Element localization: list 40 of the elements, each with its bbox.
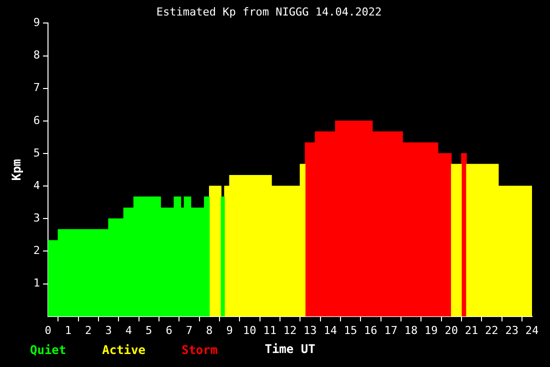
x-tick-label: 8 [206, 324, 213, 337]
x-tick-label: 15 [344, 324, 358, 337]
x-tick-label: 9 [226, 324, 233, 337]
y-tick-label: 3 [33, 212, 40, 225]
x-tick-label: 20 [444, 324, 458, 337]
x-tick-label: 5 [146, 324, 152, 337]
x-tick-label: 17 [384, 324, 398, 337]
x-tick-label: 6 [166, 324, 172, 337]
x-tick-label: 16 [364, 324, 378, 337]
x-tick-label: 19 [424, 324, 438, 337]
x-tick-label: 0 [44, 324, 52, 337]
text: Storm [181, 343, 218, 357]
text: Quiet [30, 343, 66, 357]
x-tick-label: 3 [105, 324, 112, 337]
y-tick-label: 5 [33, 146, 40, 160]
x-tick-label: 14 [324, 324, 338, 337]
x-tick-label: 21 [464, 324, 478, 337]
x-tick-label: 12 [283, 324, 297, 337]
x-tick-label: 11 [263, 324, 276, 337]
y-tick-label: 1 [33, 276, 40, 290]
x-axis-title: Time UT [264, 342, 316, 356]
x-tick-label: 24 [525, 324, 539, 337]
x-tick-label: 13 [304, 324, 317, 337]
x-tick-label: 2 [85, 324, 92, 337]
y-tick-label: 7 [33, 81, 40, 94]
x-tick-label: 4 [125, 324, 132, 337]
y-tick-label: 2 [33, 244, 40, 258]
y-tick-label: 4 [33, 178, 40, 192]
x-tick-label: 22 [485, 324, 498, 337]
x-tick-label: 10 [243, 324, 256, 337]
y-tick-label: 6 [33, 114, 40, 127]
y-axis-title: Kpm [9, 158, 24, 181]
chart-title: Estimated Kp from NIGGG 14.04.2022 [156, 5, 382, 18]
x-tick-label: 7 [186, 324, 192, 337]
x-tick-label: 1 [64, 324, 72, 337]
text: Active [102, 343, 146, 357]
x-tick-label: 23 [505, 324, 518, 337]
y-tick-label: 9 [33, 16, 40, 30]
y-tick-label: 8 [33, 48, 40, 62]
x-tick-label: 18 [404, 324, 418, 337]
